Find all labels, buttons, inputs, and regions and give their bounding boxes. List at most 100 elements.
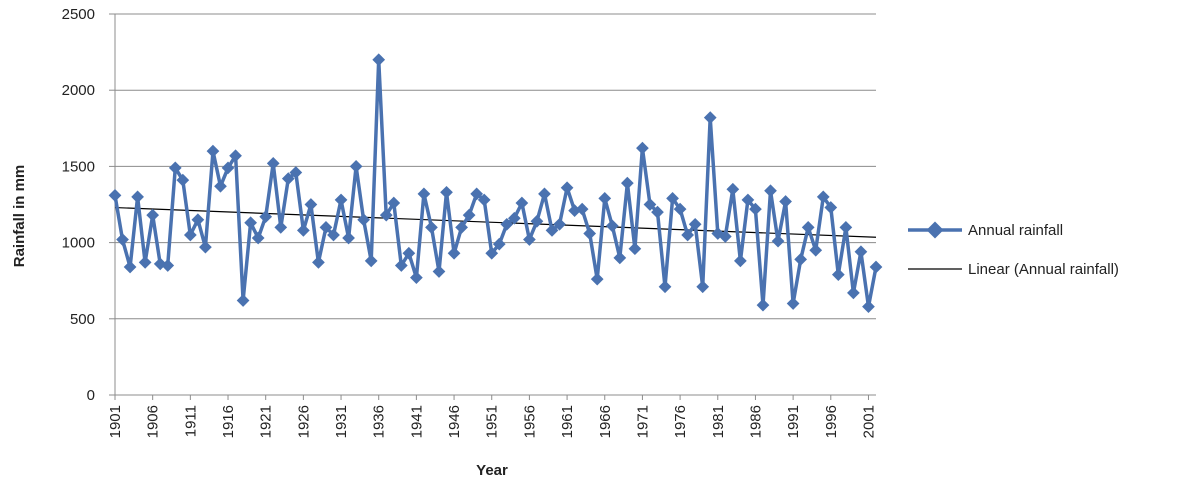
data-point-1934 bbox=[357, 213, 371, 227]
data-point-1936 bbox=[372, 53, 386, 67]
data-point-2001 bbox=[862, 300, 875, 313]
legend-entry-linear-trend: Linear (Annual rainfall) bbox=[908, 261, 1119, 278]
data-point-1979 bbox=[696, 280, 710, 294]
data-point-1966 bbox=[598, 192, 612, 205]
data-point-1971 bbox=[636, 141, 649, 155]
data-point-1920 bbox=[251, 231, 265, 245]
y-tick-label-0: 0 bbox=[87, 387, 95, 404]
x-tick-label-1921: 1921 bbox=[258, 405, 275, 438]
legend-marker-annual-rainfall bbox=[926, 221, 944, 239]
data-point-2002 bbox=[869, 260, 883, 274]
series-layer bbox=[108, 53, 883, 313]
x-tick-label-1951: 1951 bbox=[484, 405, 501, 438]
data-point-1967 bbox=[605, 219, 619, 233]
y-axis-title: Rainfall in mm bbox=[11, 165, 28, 268]
data-point-1922 bbox=[266, 156, 280, 170]
data-point-1915 bbox=[214, 179, 227, 193]
data-point-1943 bbox=[425, 220, 438, 234]
data-point-1944 bbox=[432, 265, 446, 278]
data-point-1954 bbox=[507, 211, 521, 225]
data-point-1935 bbox=[364, 254, 378, 268]
data-point-1918 bbox=[236, 294, 250, 307]
axes bbox=[114, 14, 876, 396]
x-tick-label-1941: 1941 bbox=[408, 405, 425, 438]
data-point-1974 bbox=[658, 280, 672, 294]
data-point-1941 bbox=[410, 271, 423, 285]
data-point-1905 bbox=[138, 256, 152, 269]
data-point-1927 bbox=[304, 198, 318, 211]
data-point-1958 bbox=[538, 187, 551, 201]
data-point-1961 bbox=[560, 181, 574, 195]
data-point-1993 bbox=[801, 220, 815, 234]
x-tick-label-1931: 1931 bbox=[333, 405, 350, 438]
y-tick-label-500: 500 bbox=[70, 311, 95, 328]
data-point-1914 bbox=[206, 144, 220, 158]
data-point-1909 bbox=[168, 161, 182, 175]
data-point-1904 bbox=[131, 190, 144, 204]
data-point-1940 bbox=[402, 246, 416, 260]
legend-label-annual-rainfall: Annual rainfall bbox=[968, 222, 1063, 239]
data-point-1903 bbox=[123, 260, 137, 274]
data-point-1953 bbox=[500, 217, 514, 231]
data-point-1937 bbox=[379, 208, 393, 222]
data-point-1991 bbox=[786, 297, 800, 310]
data-point-1912 bbox=[191, 213, 205, 227]
data-point-1998 bbox=[839, 220, 853, 234]
y-tick-labels: 0 500 1000 1500 2000 2500 bbox=[62, 6, 95, 404]
data-point-1938 bbox=[387, 196, 401, 210]
data-point-1939 bbox=[394, 259, 408, 272]
data-point-1951 bbox=[485, 246, 499, 260]
data-point-1931 bbox=[334, 193, 348, 207]
data-point-2000 bbox=[854, 245, 868, 259]
data-point-1987 bbox=[756, 298, 770, 312]
data-point-1947 bbox=[455, 220, 468, 234]
data-point-1942 bbox=[417, 187, 431, 201]
x-tick-label-1916: 1916 bbox=[220, 405, 237, 438]
data-point-1945 bbox=[440, 185, 453, 199]
x-tick-label-1901: 1901 bbox=[107, 405, 124, 438]
data-point-1911 bbox=[183, 228, 197, 242]
x-tick-label-1976: 1976 bbox=[672, 405, 689, 438]
x-tick-label-1926: 1926 bbox=[295, 405, 312, 438]
data-point-1906 bbox=[146, 208, 160, 222]
data-point-1970 bbox=[628, 242, 642, 256]
data-point-1957 bbox=[530, 214, 544, 228]
data-point-1926 bbox=[297, 224, 310, 237]
data-point-1965 bbox=[590, 272, 604, 286]
legend-entry-annual-rainfall: Annual rainfall bbox=[908, 221, 1063, 239]
y-tick-label-2000: 2000 bbox=[62, 82, 95, 99]
data-point-1924 bbox=[281, 172, 295, 185]
data-point-1928 bbox=[312, 256, 325, 269]
data-point-1989 bbox=[771, 234, 785, 248]
data-point-1964 bbox=[583, 227, 597, 240]
x-tick-label-1936: 1936 bbox=[371, 405, 388, 438]
data-point-1990 bbox=[779, 195, 792, 208]
data-point-1956 bbox=[523, 233, 536, 246]
data-point-1950 bbox=[477, 193, 491, 207]
data-point-1919 bbox=[244, 216, 257, 230]
x-tick-label-1991: 1991 bbox=[785, 405, 802, 438]
y-tick-label-1000: 1000 bbox=[62, 235, 95, 252]
x-tick-label-1966: 1966 bbox=[597, 405, 614, 438]
x-tick-label-1971: 1971 bbox=[634, 405, 651, 438]
data-point-1902 bbox=[116, 233, 129, 246]
data-point-1933 bbox=[349, 160, 363, 173]
data-point-1997 bbox=[831, 268, 845, 281]
data-point-1988 bbox=[764, 184, 777, 198]
x-tick-label-1961: 1961 bbox=[559, 405, 576, 438]
x-tick-label-1956: 1956 bbox=[521, 405, 538, 438]
x-tick-label-1911: 1911 bbox=[182, 405, 199, 437]
data-point-1952 bbox=[492, 237, 506, 251]
y-tick-label-1500: 1500 bbox=[62, 158, 95, 175]
data-point-1923 bbox=[274, 220, 288, 234]
gridlines bbox=[109, 13, 876, 396]
data-point-1948 bbox=[462, 208, 476, 222]
data-point-1913 bbox=[199, 240, 212, 254]
data-point-1980 bbox=[703, 111, 717, 124]
x-tick-label-1996: 1996 bbox=[823, 405, 840, 438]
x-axis-title: Year bbox=[476, 462, 508, 479]
data-point-1992 bbox=[794, 253, 808, 266]
data-point-1910 bbox=[176, 173, 190, 187]
